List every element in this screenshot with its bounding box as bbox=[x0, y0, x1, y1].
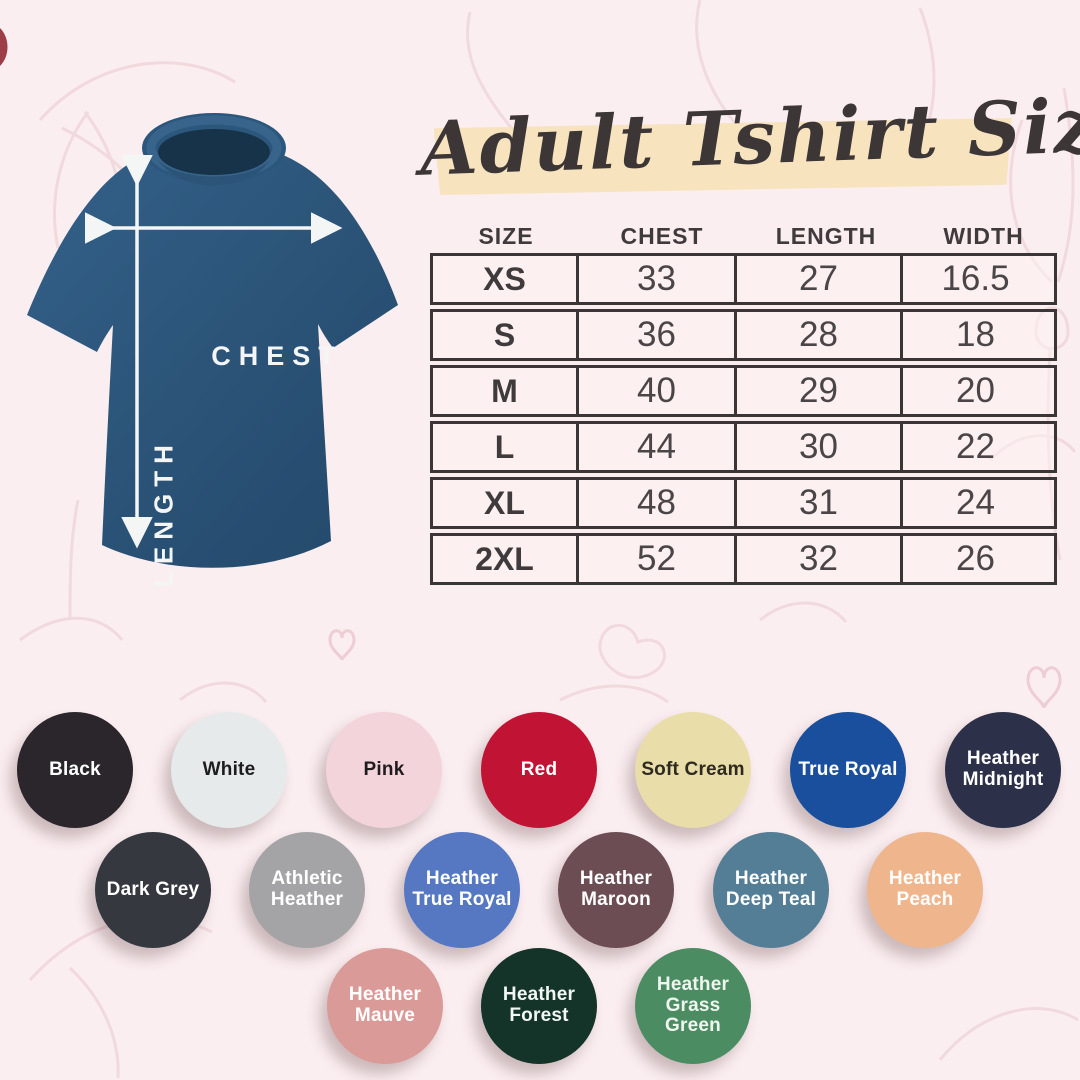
cell-chest: 44 bbox=[579, 424, 737, 470]
cell-length: 30 bbox=[737, 424, 903, 470]
table-row-m: M 40 29 20 bbox=[430, 365, 1057, 417]
color-swatch-black: Black bbox=[17, 712, 133, 828]
header-chest: CHEST bbox=[620, 223, 704, 249]
cell-length: 31 bbox=[737, 480, 903, 526]
cell-length: 28 bbox=[737, 312, 903, 358]
color-swatch-pink: Pink bbox=[326, 712, 442, 828]
length-measure-label: LENGTH bbox=[148, 438, 179, 587]
color-swatch-heather-forest: Heather Forest bbox=[481, 948, 597, 1064]
color-swatch-heather-mauve: Heather Mauve bbox=[327, 948, 443, 1064]
cell-length: 29 bbox=[737, 368, 903, 414]
cell-width: 22 bbox=[956, 427, 995, 466]
header-width: WIDTH bbox=[943, 223, 1024, 249]
color-swatch-soft-cream: Soft Cream bbox=[635, 712, 751, 828]
color-swatch-heather-deep-teal: Heather Deep Teal bbox=[713, 832, 829, 948]
cell-width: 20 bbox=[956, 371, 995, 410]
color-swatch-red: Red bbox=[481, 712, 597, 828]
swatch-label: White bbox=[202, 758, 256, 780]
swatch-label: Heather True Royal bbox=[412, 868, 512, 910]
cell-chest: 52 bbox=[579, 536, 737, 582]
cell-chest: 36 bbox=[579, 312, 737, 358]
swatch-label: Dark Grey bbox=[106, 878, 200, 900]
cell-chest: 33 bbox=[579, 256, 737, 302]
swatch-label: Heather Deep Teal bbox=[725, 868, 817, 910]
swatch-label: Heather Peach bbox=[888, 868, 962, 910]
cell-width: 16.5 bbox=[941, 259, 1010, 298]
red-leaf-accent bbox=[0, 28, 8, 66]
color-swatch-true-royal: True Royal bbox=[790, 712, 906, 828]
cell-chest: 40 bbox=[579, 368, 737, 414]
swatch-label: True Royal bbox=[798, 758, 898, 780]
cell-size: M bbox=[433, 368, 579, 414]
size-table-header: SIZE CHEST LENGTH WIDTH bbox=[430, 220, 1057, 253]
size-table: SIZE CHEST LENGTH WIDTH XS 33 27 16.5 S … bbox=[430, 220, 1057, 589]
color-swatch-heather-maroon: Heather Maroon bbox=[558, 832, 674, 948]
header-length: LENGTH bbox=[775, 223, 877, 249]
swatch-label: Red bbox=[520, 758, 558, 780]
cell-chest: 48 bbox=[579, 480, 737, 526]
tshirt-body bbox=[27, 155, 398, 568]
tshirt-collar bbox=[142, 113, 286, 186]
swatch-label: Athletic Heather bbox=[270, 868, 344, 910]
table-row-2xl: 2XL 52 32 26 bbox=[430, 533, 1057, 585]
cell-width: 18 bbox=[956, 315, 995, 354]
swatch-label: Pink bbox=[363, 758, 405, 780]
cell-length: 27 bbox=[737, 256, 903, 302]
color-swatch-dark-grey: Dark Grey bbox=[95, 832, 211, 948]
cell-size: XL bbox=[433, 480, 579, 526]
color-swatch-heather-true-royal: Heather True Royal bbox=[404, 832, 520, 948]
tshirt-graphic: CHEST LENGTH bbox=[10, 98, 410, 603]
chest-measure-label: CHEST bbox=[211, 341, 343, 371]
table-row-l: L 44 30 22 bbox=[430, 421, 1057, 473]
tshirt-image bbox=[27, 113, 398, 568]
table-row-s: S 36 28 18 bbox=[430, 309, 1057, 361]
cell-size: XS bbox=[433, 256, 579, 302]
header-size: SIZE bbox=[478, 223, 534, 249]
table-row-xs: XS 33 27 16.5 bbox=[430, 253, 1057, 305]
swatch-label: Heather Mauve bbox=[348, 984, 422, 1026]
cell-length: 32 bbox=[737, 536, 903, 582]
swatch-label: Heather Grass Green bbox=[656, 973, 730, 1037]
cell-width: 26 bbox=[956, 539, 995, 578]
color-swatch-heather-peach: Heather Peach bbox=[867, 832, 983, 948]
color-swatch-heather-grass-green: Heather Grass Green bbox=[635, 948, 751, 1064]
swatch-label: Soft Cream bbox=[641, 758, 745, 780]
swatch-label: Heather Midnight bbox=[962, 748, 1044, 790]
cell-size: L bbox=[433, 424, 579, 470]
cell-size: 2XL bbox=[433, 536, 579, 582]
color-swatch-heather-midnight: Heather Midnight bbox=[945, 712, 1061, 828]
color-swatch-white: White bbox=[171, 712, 287, 828]
swatch-label: Heather Forest bbox=[502, 984, 576, 1026]
swatch-label: Heather Maroon bbox=[579, 868, 653, 910]
cell-width: 24 bbox=[956, 483, 995, 522]
cell-size: S bbox=[433, 312, 579, 358]
table-row-xl: XL 48 31 24 bbox=[430, 477, 1057, 529]
swatch-label: Black bbox=[49, 758, 101, 780]
color-swatch-athletic-heather: Athletic Heather bbox=[249, 832, 365, 948]
